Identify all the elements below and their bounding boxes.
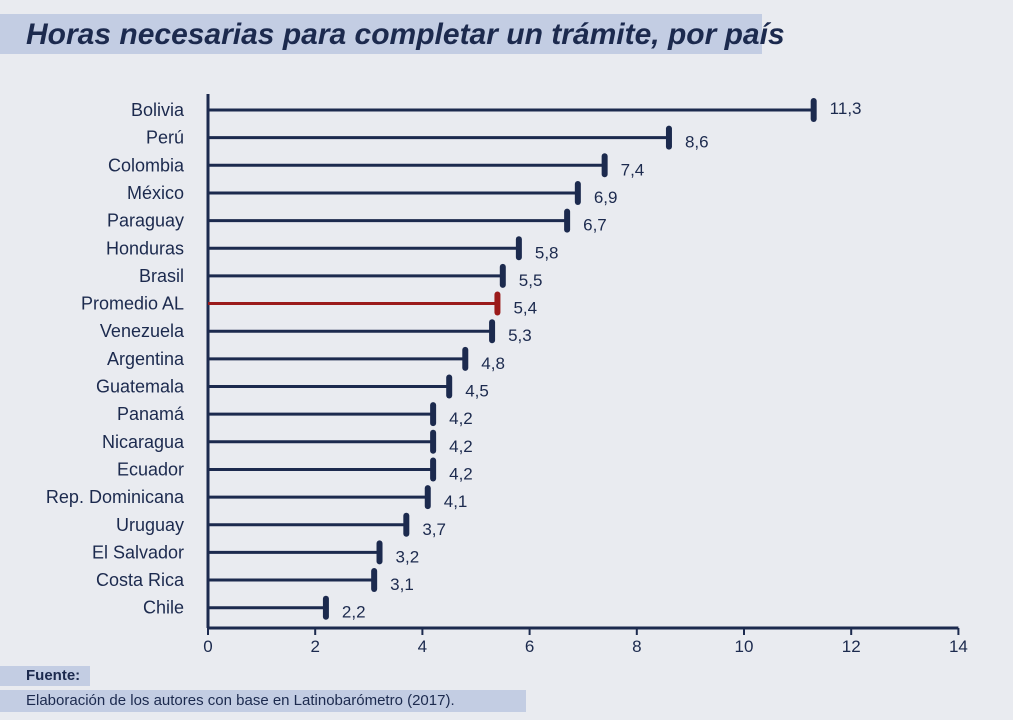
category-label: Honduras <box>106 238 184 258</box>
x-tick-label: 12 <box>842 637 861 656</box>
category-label: Brasil <box>139 266 184 286</box>
value-label: 4,1 <box>444 492 468 511</box>
x-tick-label: 6 <box>525 637 534 656</box>
value-label: 4,8 <box>481 354 505 373</box>
category-label: Argentina <box>107 349 185 369</box>
lollipop-chart: 0 2 4 6 8 10 12 14 Bolivia 11,3 Perú 8,6 Colombia 7,4… <box>46 94 968 656</box>
value-label: 8,6 <box>685 133 709 152</box>
value-label: 4,2 <box>449 409 473 428</box>
category-label: Paraguay <box>107 211 184 231</box>
value-label: 3,2 <box>396 547 420 566</box>
value-label: 6,9 <box>594 188 618 207</box>
category-label: El Salvador <box>92 542 184 562</box>
value-label: 5,8 <box>535 243 559 262</box>
chart-title: Horas necesarias para completar un trámi… <box>26 18 785 51</box>
bar-end-marker <box>810 98 817 122</box>
bar-end-marker <box>403 512 410 537</box>
bar-end-marker <box>376 540 383 565</box>
value-label: 6,7 <box>583 216 607 235</box>
value-label: 5,4 <box>513 299 537 318</box>
bar-end-marker <box>499 263 506 288</box>
category-label: Panamá <box>117 404 185 424</box>
bar-end-marker <box>322 595 329 620</box>
category-label: México <box>127 183 184 203</box>
category-label: Bolivia <box>131 100 185 120</box>
value-label: 3,1 <box>390 575 414 594</box>
source-label: Fuente: <box>26 667 81 684</box>
value-label: 4,5 <box>465 382 489 401</box>
category-label: Perú <box>146 128 184 148</box>
bar-end-marker <box>574 180 581 205</box>
value-label: 5,3 <box>508 326 532 345</box>
category-label: Chile <box>143 598 184 618</box>
value-label: 11,3 <box>830 99 862 118</box>
bar-end-marker <box>430 457 437 482</box>
bar-end-marker <box>489 319 496 344</box>
value-label: 5,5 <box>519 271 543 290</box>
category-label: Rep. Dominicana <box>46 487 185 507</box>
bar-end-marker <box>462 346 469 371</box>
source-label-background <box>0 666 90 686</box>
value-label: 3,7 <box>422 520 446 539</box>
category-label: Venezuela <box>100 321 185 341</box>
value-label: 7,4 <box>621 160 645 179</box>
category-label: Guatemala <box>96 377 185 397</box>
x-tick-label: 4 <box>418 637 427 656</box>
bar-end-marker <box>371 568 378 593</box>
value-label: 4,2 <box>449 464 473 483</box>
value-label: 2,2 <box>342 603 366 622</box>
category-label: Uruguay <box>116 515 184 535</box>
bar-end-marker <box>430 402 437 427</box>
bar-end-marker <box>424 485 431 510</box>
x-tick-label: 8 <box>632 637 641 656</box>
bar-end-marker <box>665 125 672 150</box>
x-tick-label: 0 <box>203 637 212 656</box>
category-label: Ecuador <box>117 459 184 479</box>
value-label: 4,2 <box>449 437 473 456</box>
title-background <box>0 14 762 54</box>
x-tick-label: 10 <box>735 637 754 656</box>
category-label: Costa Rica <box>96 570 185 590</box>
bar-end-marker <box>601 153 608 178</box>
x-tick-label: 14 <box>949 637 968 656</box>
source-text-background <box>0 690 526 712</box>
bar-end-marker <box>515 236 522 261</box>
bar-end-marker <box>430 429 437 454</box>
bar-end-marker <box>564 208 571 233</box>
source-text: Elaboración de los autores con base en L… <box>26 692 455 709</box>
category-label: Colombia <box>108 155 185 175</box>
category-label: Promedio AL <box>81 294 184 314</box>
category-label: Nicaragua <box>102 432 185 452</box>
x-tick-label: 2 <box>310 637 319 656</box>
bar-end-marker <box>494 291 501 316</box>
bar-end-marker <box>446 374 453 399</box>
